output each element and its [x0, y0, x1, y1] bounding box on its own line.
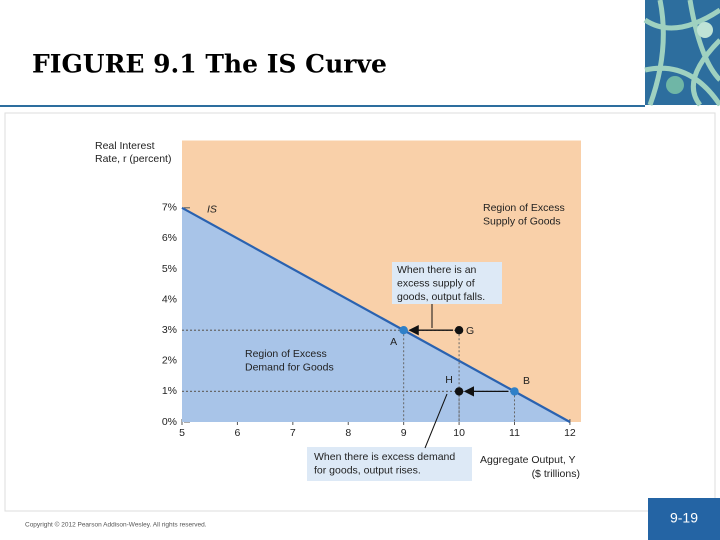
annotation: When there is excess demand — [314, 451, 455, 463]
y-tick-label: 6% — [162, 232, 177, 244]
x-axis-label: Aggregate Output, Y — [480, 454, 576, 466]
x-tick-label: 11 — [509, 427, 520, 439]
y-tick-label: 0% — [162, 416, 177, 428]
line — [181, 206, 571, 423]
y-tick-label: 2% — [162, 355, 177, 367]
point — [510, 387, 519, 396]
annotation: When there is an — [397, 264, 477, 276]
point-label: H — [445, 374, 453, 386]
copyright: Copyright © 2012 Pearson Addison-Wesley.… — [25, 521, 207, 529]
slide-title: FIGURE 9.1 The IS Curve — [32, 50, 387, 79]
annotation: Supply of Goods — [483, 215, 561, 227]
callout-box — [307, 447, 472, 481]
page-number-box — [648, 498, 720, 540]
annotation: excess supply of — [397, 277, 475, 289]
point-label: G — [466, 325, 474, 337]
x-tick-label: 7 — [290, 427, 296, 439]
annotation: Demand for Goods — [245, 361, 334, 373]
callout-box — [392, 262, 502, 304]
x-tick-label: 10 — [453, 427, 465, 439]
y-tick-label: 7% — [162, 202, 177, 214]
y-tick-label: 3% — [162, 324, 177, 336]
y-tick-label: 1% — [162, 385, 177, 397]
x-tick-label: 12 — [564, 427, 576, 439]
annotation: for goods, output rises. — [314, 464, 421, 476]
point-label: B — [523, 375, 530, 387]
point — [399, 326, 408, 335]
annotation: Region of Excess — [245, 348, 327, 360]
y-axis-label: Rate, r (percent) — [95, 153, 171, 165]
x-tick-label: 6 — [234, 427, 240, 439]
page-number: 9-19 — [670, 510, 698, 526]
point — [454, 326, 464, 335]
y-axis-label: Real Interest — [95, 140, 155, 152]
decoration — [643, 0, 720, 107]
callout-pointer — [424, 393, 448, 449]
x-tick-label: 9 — [401, 427, 407, 439]
point-label: A — [390, 336, 397, 348]
y-tick-label: 5% — [162, 263, 177, 275]
point — [454, 387, 464, 396]
x-tick-label: 8 — [345, 427, 351, 439]
x-tick-label: 5 — [179, 427, 185, 439]
annotation: Region of Excess — [483, 202, 565, 214]
annotation: goods, output falls. — [397, 291, 485, 303]
y-tick-label: 4% — [162, 293, 177, 305]
x-axis-label: ($ trillions) — [532, 468, 580, 480]
chart: 0% 1% 2% 3% 4% 5% 6% 7% 5 6 7 8 9 10 11 12 IS A G H B Region … — [95, 140, 581, 481]
series-label: IS — [207, 204, 217, 216]
